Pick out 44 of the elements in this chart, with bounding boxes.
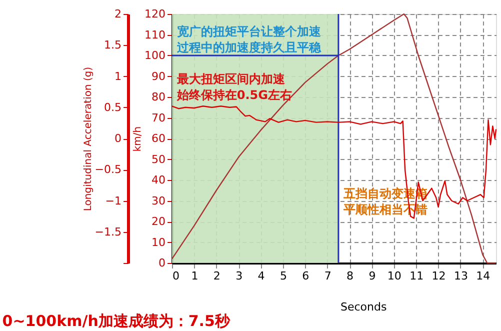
y-tick-label: 70 xyxy=(152,111,166,124)
y2-tick-label: 0 xyxy=(114,132,122,145)
y-tick-label: 10 xyxy=(152,236,166,249)
x-tick-label: 7 xyxy=(324,270,332,282)
y2-axis-title: Longitudinal Acceleration (g) xyxy=(82,66,94,212)
x-tick-label: 0 xyxy=(172,270,180,282)
y-tick-label: 120 xyxy=(144,8,166,20)
y-axis-title: km/h xyxy=(132,126,144,152)
y2-tick-label: 2 xyxy=(114,8,122,20)
y-tick-label: 30 xyxy=(152,194,166,208)
y-tick-label: 50 xyxy=(152,152,166,166)
y2-tick-label: 1 xyxy=(114,70,122,83)
y-tick-label: 20 xyxy=(152,215,166,228)
x-tick-label: 14 xyxy=(476,270,490,282)
x-tick-label: 1 xyxy=(191,270,198,282)
x-tick-label: 5 xyxy=(280,270,287,282)
y2-tick-label: −1.5 xyxy=(94,225,122,238)
x-tick-label: 12 xyxy=(432,270,446,282)
x-tick-label: 11 xyxy=(410,270,424,282)
x-tick-label: 8 xyxy=(346,270,354,282)
y2-tick-label: 0.5 xyxy=(104,100,122,114)
y-tick-label: 80 xyxy=(152,90,166,104)
y2-tick-label: 1.5 xyxy=(104,38,122,52)
annotation: 最大扭矩区间内加速始终保持在0.5G左右 xyxy=(176,72,292,102)
x-axis-title: Seconds xyxy=(340,300,387,314)
y-tick-label: 100 xyxy=(144,49,166,62)
x-tick-label: 6 xyxy=(302,270,310,282)
annotation: 宽广的扭矩平台让整个加速过程中的加速度持久且平稳 xyxy=(176,24,322,54)
y-tick-label: 110 xyxy=(144,28,166,42)
x-tick-label: 13 xyxy=(454,270,468,282)
x-tick-label: 9 xyxy=(368,270,376,282)
y2-tick-label: −0.5 xyxy=(94,163,122,176)
y-tick-label: 90 xyxy=(152,70,166,83)
y2-tick-label: −1 xyxy=(105,194,122,208)
y-tick-label: 0 xyxy=(158,256,166,270)
line-series xyxy=(171,106,497,219)
x-tick-label: 10 xyxy=(387,270,402,282)
x-tick-label: 3 xyxy=(236,270,243,282)
y-tick-label: 40 xyxy=(152,174,166,186)
x-tick-label: 4 xyxy=(258,270,265,282)
y-tick-label: 60 xyxy=(152,132,166,145)
line-series xyxy=(171,13,497,264)
text: 0~100km/h加速成绩为：7.5秒 xyxy=(2,312,231,330)
x-tick-label: 2 xyxy=(213,270,220,282)
